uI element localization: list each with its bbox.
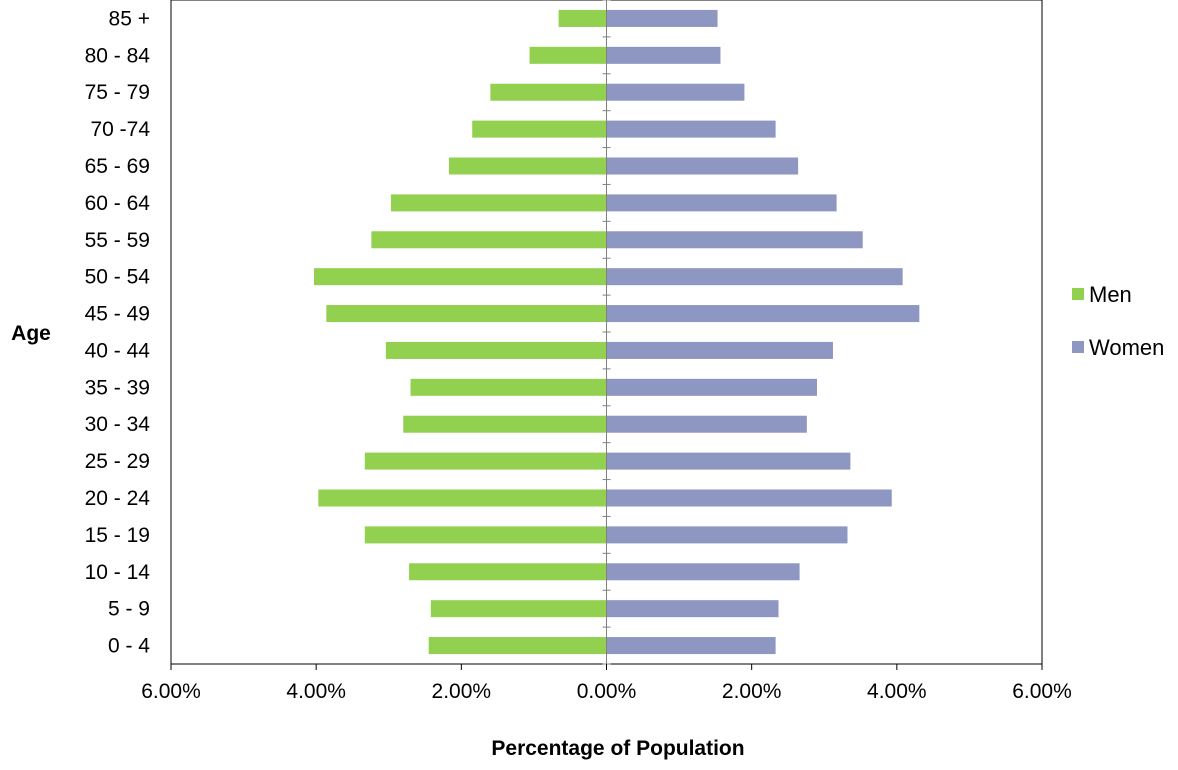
- y-tick-label: 40 - 44: [85, 339, 151, 362]
- men-bar-85-plus: [558, 9, 607, 27]
- women-bar-25-29: [606, 452, 851, 470]
- men-bar-15-19: [364, 526, 607, 544]
- men-bar-70-74: [472, 120, 607, 138]
- legend-label-men: Men: [1089, 282, 1132, 307]
- y-tick-label: 55 - 59: [85, 229, 150, 252]
- y-axis-title: Age: [11, 322, 51, 345]
- women-bar-80-84: [606, 46, 721, 64]
- men-bar-80-84: [529, 46, 607, 64]
- men-bar-55-59: [371, 231, 607, 249]
- y-tick-label: 10 - 14: [85, 561, 151, 584]
- women-bar-75-79: [606, 83, 745, 101]
- women-bar-5-9: [606, 600, 779, 618]
- x-tick-label: 0.00%: [577, 680, 637, 703]
- x-tick-label: 2.00%: [722, 680, 782, 703]
- men-bar-10-14: [409, 563, 607, 581]
- x-tick-label: 6.00%: [1012, 680, 1072, 703]
- men-bar-60-64: [390, 194, 607, 212]
- women-bar-60-64: [606, 194, 837, 212]
- women-bar-35-39: [606, 378, 817, 396]
- y-tick-label: 0 - 4: [108, 635, 150, 658]
- men-bar-35-39: [410, 378, 607, 396]
- y-tick-label: 85 +: [109, 7, 150, 30]
- y-tick-label: 70 -74: [90, 118, 150, 141]
- y-tick-label: 35 - 39: [85, 376, 150, 399]
- women-bar-30-34: [606, 415, 807, 433]
- men-bar-30-34: [403, 415, 607, 433]
- y-tick-label: 65 - 69: [85, 155, 150, 178]
- women-bar-85-plus: [606, 9, 718, 27]
- y-axis-tick-labels: 0 - 4 5 - 9 10 - 14 15 - 19 20 - 24 25 - 29 30…: [85, 7, 151, 657]
- women-bar-15-19: [606, 526, 848, 544]
- legend-swatch-men: [1072, 288, 1084, 300]
- women-bar-55-59: [606, 231, 863, 249]
- men-bar-45-49: [326, 305, 607, 323]
- x-tick-label: 4.00%: [867, 680, 927, 703]
- y-tick-label: 50 - 54: [85, 266, 151, 289]
- men-bar-75-79: [490, 83, 607, 101]
- y-tick-label: 60 - 64: [85, 192, 151, 215]
- men-bars: [313, 9, 607, 655]
- women-bar-10-14: [606, 563, 800, 581]
- men-bar-0-4: [428, 637, 607, 655]
- legend: Men Women: [1072, 282, 1164, 360]
- y-tick-label: 20 - 24: [85, 487, 151, 510]
- women-bar-50-54: [606, 268, 903, 286]
- men-bar-65-69: [448, 157, 607, 175]
- y-tick-label: 30 - 34: [85, 413, 151, 436]
- women-bar-70-74: [606, 120, 776, 138]
- men-bar-25-29: [364, 452, 607, 470]
- y-tick-label: 75 - 79: [85, 81, 150, 104]
- men-bar-5-9: [430, 600, 607, 618]
- x-tick-label: 6.00%: [141, 680, 201, 703]
- y-tick-label: 25 - 29: [85, 450, 150, 473]
- x-axis-title: Percentage of Population: [491, 737, 744, 760]
- y-tick-label: 15 - 19: [85, 524, 150, 547]
- center-axis-ticks: [602, 0, 611, 665]
- men-bar-50-54: [313, 268, 607, 286]
- x-tick-label: 4.00%: [286, 680, 346, 703]
- women-bar-40-44: [606, 341, 833, 359]
- legend-swatch-women: [1072, 341, 1084, 353]
- women-bar-45-49: [606, 305, 920, 323]
- y-tick-label: 5 - 9: [108, 598, 150, 621]
- women-bar-0-4: [606, 637, 776, 655]
- y-tick-label: 45 - 49: [85, 303, 150, 326]
- women-bars: [606, 9, 920, 655]
- women-bar-65-69: [606, 157, 799, 175]
- women-bar-20-24: [606, 489, 892, 507]
- x-tick-label: 2.00%: [432, 680, 492, 703]
- y-tick-label: 80 - 84: [85, 44, 151, 67]
- legend-label-women: Women: [1089, 335, 1164, 360]
- men-bar-40-44: [385, 341, 607, 359]
- x-axis-tick-labels: 6.00% 4.00% 2.00% 0.00% 2.00% 4.00% 6.00%: [141, 664, 1072, 703]
- men-bar-20-24: [318, 489, 607, 507]
